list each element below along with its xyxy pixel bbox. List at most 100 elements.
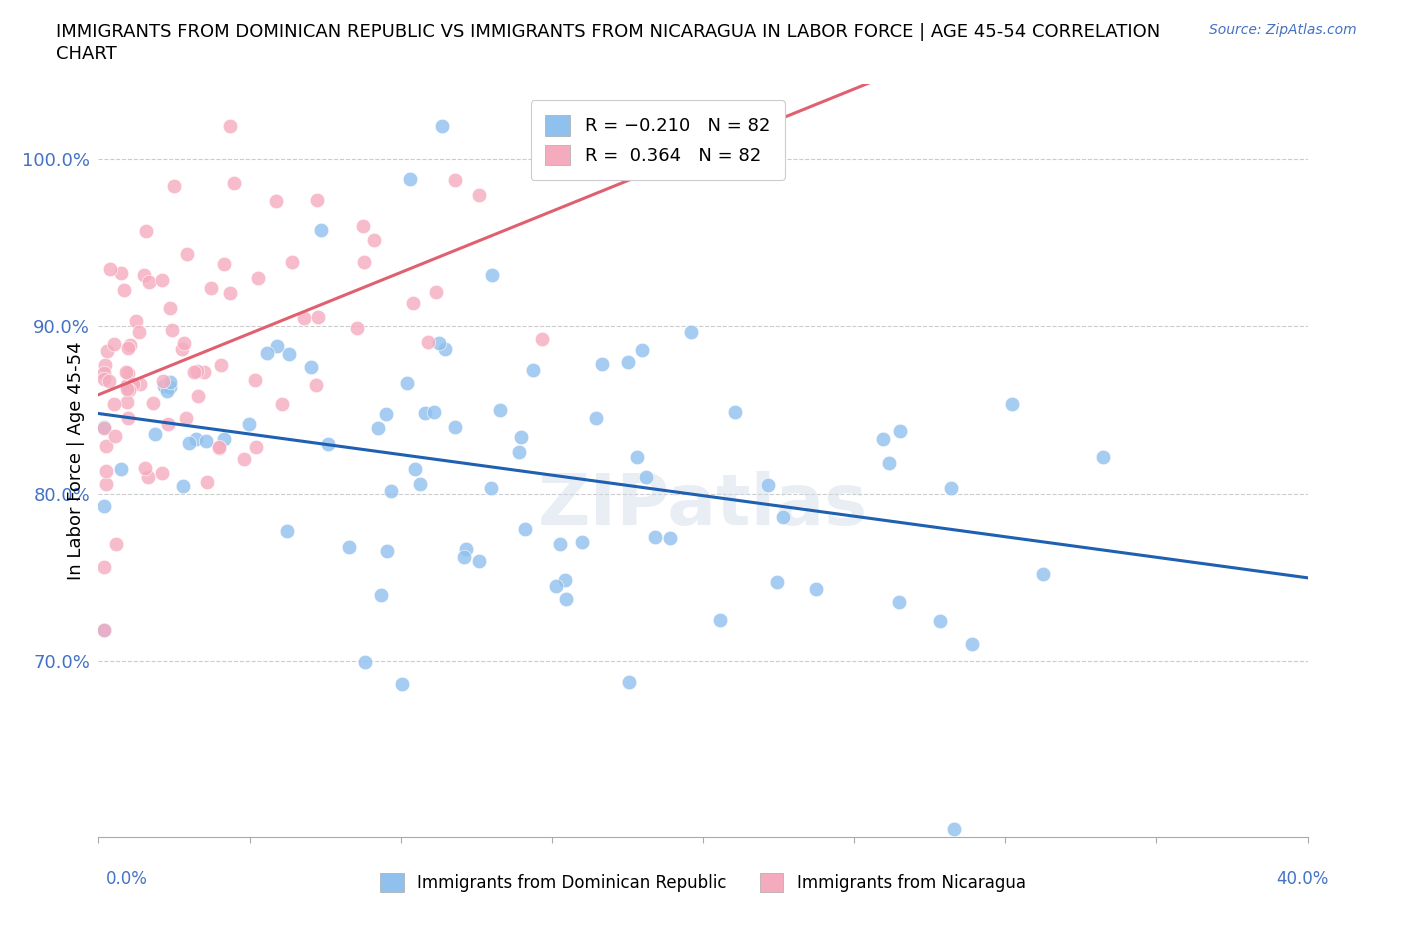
Point — [416, 335, 439, 350]
Legend: Immigrants from Dominican Republic, Immigrants from Nicaragua: Immigrants from Dominican Republic, Immi… — [374, 866, 1032, 898]
Point — [370, 588, 392, 603]
Point — [129, 377, 152, 392]
Point — [143, 427, 166, 442]
Point — [118, 338, 141, 352]
Point — [243, 373, 266, 388]
Point — [960, 636, 983, 651]
Point — [631, 342, 654, 357]
Point — [93, 560, 115, 575]
Point — [121, 377, 143, 392]
Point — [479, 481, 502, 496]
Point — [135, 223, 157, 238]
Point — [156, 417, 179, 432]
Point — [454, 542, 477, 557]
Point — [94, 476, 117, 491]
Point — [307, 193, 329, 207]
Point — [219, 286, 242, 300]
Point — [432, 118, 454, 133]
Point — [548, 537, 571, 551]
Text: 0.0%: 0.0% — [105, 870, 148, 887]
Point — [772, 510, 794, 525]
Point — [554, 573, 576, 588]
Point — [115, 381, 138, 396]
Point — [709, 612, 731, 627]
Point — [353, 255, 375, 270]
Point — [422, 405, 444, 419]
Point — [375, 406, 398, 421]
Point — [337, 539, 360, 554]
Point — [186, 364, 208, 379]
Point — [93, 622, 115, 637]
Point — [634, 469, 657, 484]
Point — [1091, 449, 1114, 464]
Point — [187, 389, 209, 404]
Point — [195, 474, 218, 489]
Point — [346, 320, 368, 335]
Point — [1032, 566, 1054, 581]
Point — [658, 530, 681, 545]
Point — [96, 463, 118, 478]
Point — [93, 371, 115, 386]
Point — [266, 339, 288, 353]
Point — [531, 331, 554, 346]
Point — [93, 419, 115, 434]
Point — [125, 313, 148, 328]
Point — [278, 346, 301, 361]
Point — [508, 445, 530, 460]
Point — [156, 383, 179, 398]
Point — [889, 423, 911, 438]
Point — [93, 622, 115, 637]
Legend: R = −0.210   N = 82, R =  0.364   N = 82: R = −0.210 N = 82, R = 0.364 N = 82 — [530, 100, 785, 179]
Point — [150, 272, 173, 287]
Point — [94, 439, 117, 454]
Point — [209, 357, 232, 372]
Point — [555, 591, 578, 606]
Point — [117, 365, 139, 380]
Point — [172, 342, 194, 357]
Point — [212, 257, 235, 272]
Point — [941, 481, 963, 496]
Point — [444, 419, 467, 434]
Point — [375, 544, 398, 559]
Point — [489, 403, 512, 418]
Point — [219, 118, 242, 133]
Point — [256, 345, 278, 360]
Point — [427, 335, 450, 350]
Point — [316, 437, 339, 452]
Point — [398, 172, 420, 187]
Point — [453, 550, 475, 565]
Y-axis label: In Labor Force | Age 45-54: In Labor Force | Age 45-54 — [66, 341, 84, 579]
Text: IMMIGRANTS FROM DOMINICAN REPUBLIC VS IMMIGRANTS FROM NICARAGUA IN LABOR FORCE |: IMMIGRANTS FROM DOMINICAN REPUBLIC VS IM… — [56, 23, 1160, 41]
Point — [281, 254, 304, 269]
Point — [150, 465, 173, 480]
Point — [887, 594, 910, 609]
Point — [114, 365, 136, 379]
Point — [232, 452, 254, 467]
Point — [513, 522, 536, 537]
Point — [136, 470, 159, 485]
Point — [94, 357, 117, 372]
Point — [132, 268, 155, 283]
Point — [96, 344, 118, 359]
Point — [159, 380, 181, 395]
Point — [402, 296, 425, 311]
Point — [117, 410, 139, 425]
Point — [468, 187, 491, 202]
Point — [208, 441, 231, 456]
Point — [276, 524, 298, 538]
Point — [172, 479, 194, 494]
Text: CHART: CHART — [56, 45, 117, 62]
Point — [756, 478, 779, 493]
Point — [104, 429, 127, 444]
Point — [380, 484, 402, 498]
Point — [183, 365, 205, 379]
Point — [98, 261, 121, 276]
Point — [299, 360, 322, 375]
Point — [617, 674, 640, 689]
Point — [222, 176, 245, 191]
Point — [404, 462, 426, 477]
Point — [877, 456, 900, 471]
Point — [626, 450, 648, 465]
Point — [160, 323, 183, 338]
Point — [173, 336, 195, 351]
